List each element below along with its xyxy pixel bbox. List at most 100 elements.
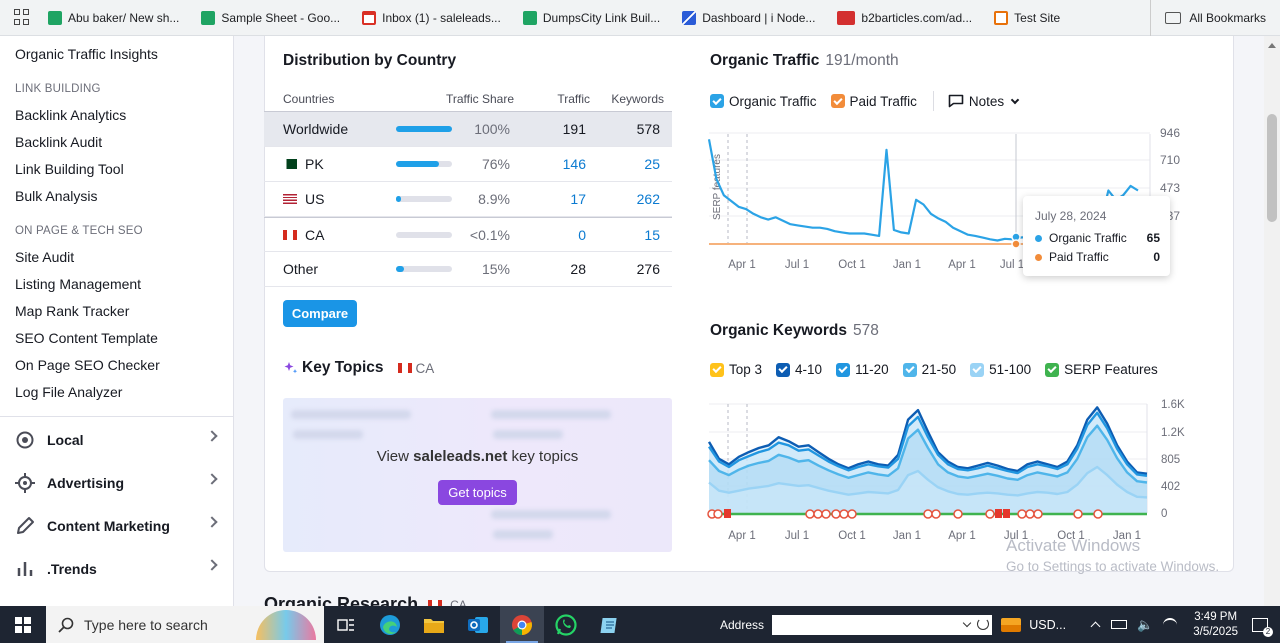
legend-item[interactable]: 51-100	[970, 362, 1031, 377]
ticker-label[interactable]: USD...	[1029, 617, 1067, 632]
compare-button[interactable]: Compare	[283, 300, 357, 327]
task-view-icon[interactable]	[324, 606, 368, 643]
table-row[interactable]: CA <0.1% 0 15	[264, 217, 672, 252]
traffic-value[interactable]: 146	[562, 156, 586, 172]
x-tick-label: Oct 1	[838, 259, 865, 271]
sidebar-item-backlink-audit[interactable]: Backlink Audit	[15, 134, 103, 150]
chevron-right-icon	[206, 473, 218, 485]
legend-organic-traffic[interactable]: Organic Traffic	[710, 94, 817, 109]
all-bookmarks[interactable]: All Bookmarks	[1150, 0, 1266, 36]
serp-g-marker	[1025, 509, 1035, 519]
traffic-tooltip: July 28, 2024 Organic Traffic 65 Paid Tra…	[1023, 196, 1170, 276]
organic-keywords-value: 578	[852, 322, 879, 339]
sidebar-item-organic-traffic-insights[interactable]: Organic Traffic Insights	[15, 46, 158, 62]
notifications-icon[interactable]: 2	[1252, 617, 1273, 637]
bookmark-item[interactable]: Abu baker/ New sh...	[48, 10, 179, 25]
header-traffic-share: Traffic Share	[445, 92, 514, 106]
legend-item[interactable]: 4-10	[776, 362, 822, 377]
clock[interactable]: 3:49 PM 3/5/2025	[1193, 610, 1238, 640]
legend-item[interactable]: 11-20	[836, 362, 889, 377]
page-scrollbar[interactable]	[1264, 36, 1280, 606]
table-row[interactable]: PK 76% 146 25	[264, 147, 672, 182]
keywords-value: 276	[636, 261, 660, 277]
get-topics-button[interactable]: Get topics	[438, 480, 517, 505]
battery-icon[interactable]	[1111, 620, 1128, 629]
sidebar-category-content-marketing[interactable]: Content Marketing	[14, 514, 224, 538]
traffic-value: 191	[562, 121, 586, 137]
sidebar-category-label: .Trends	[47, 561, 97, 577]
bookmark-item[interactable]: b2barticles.com/ad...	[837, 10, 972, 25]
bookmarks-bar: Abu baker/ New sh... Sample Sheet - Goo.…	[0, 0, 1280, 36]
keywords-value[interactable]: 15	[644, 226, 660, 243]
country-name: PK	[264, 156, 384, 172]
serp-g-marker	[1093, 509, 1103, 519]
sidebar-item-bulk-analysis[interactable]: Bulk Analysis	[15, 188, 98, 204]
serp-g-marker	[821, 509, 831, 519]
apps-grid-icon[interactable]	[14, 8, 32, 27]
refresh-icon[interactable]	[977, 617, 990, 630]
sidebar-item-listing-management[interactable]: Listing Management	[15, 276, 142, 292]
x-tick-label: Jan 1	[893, 259, 921, 271]
file-explorer-icon[interactable]	[412, 606, 456, 643]
tooltip-row-paid: Paid Traffic 0	[1035, 250, 1160, 264]
table-row[interactable]: Other 15% 28 276	[264, 252, 672, 287]
y-tick-label: 0	[1161, 508, 1167, 520]
bookmark-item[interactable]: Sample Sheet - Goo...	[201, 10, 340, 25]
scroll-thumb[interactable]	[1267, 114, 1277, 222]
table-row[interactable]: Worldwide 100% 191 578	[264, 112, 672, 147]
edge-icon[interactable]	[368, 606, 412, 643]
sidebar-divider	[0, 416, 233, 417]
volume-icon[interactable]: 🔈	[1137, 616, 1154, 632]
sidebar-item-on-page-seo-checker[interactable]: On Page SEO Checker	[15, 357, 160, 373]
search-highlight-icon	[256, 610, 316, 640]
key-topics-panel: View saleleads.net key topics Get topics	[283, 398, 672, 552]
legend-item[interactable]: 21-50	[902, 362, 956, 377]
traffic-value[interactable]: 17	[570, 191, 586, 207]
sidebar-category-advertising[interactable]: Advertising	[14, 471, 224, 495]
traffic-share: 76%	[481, 156, 510, 172]
start-button[interactable]	[0, 606, 46, 643]
legend-item[interactable]: SERP Features	[1045, 362, 1158, 377]
whatsapp-icon[interactable]	[544, 606, 588, 643]
wifi-icon[interactable]	[1163, 617, 1178, 632]
bookmark-item[interactable]: Inbox (1) - saleleads...	[362, 10, 501, 25]
y-tick-label: 946	[1160, 126, 1180, 140]
chevron-up-icon[interactable]	[1090, 621, 1101, 632]
legend-paid-traffic[interactable]: Paid Traffic	[830, 93, 917, 109]
notepad-icon[interactable]	[588, 606, 632, 643]
key-topics-title: Key Topics	[302, 359, 384, 376]
chrome-icon[interactable]	[500, 606, 544, 643]
legend-item[interactable]: Top 3	[710, 362, 762, 377]
sidebar-category-trends[interactable]: .Trends	[14, 557, 224, 581]
comment-icon	[948, 94, 964, 108]
sidebar-item-site-audit[interactable]: Site Audit	[15, 249, 75, 265]
sidebar-item-log-file-analyzer[interactable]: Log File Analyzer	[15, 384, 123, 400]
sidebar-item-seo-content-template[interactable]: SEO Content Template	[15, 330, 158, 346]
address-input[interactable]	[772, 614, 993, 635]
sidebar-heading-link-building: LINK BUILDING	[15, 83, 101, 95]
organic-traffic-legend: Organic Traffic Paid Traffic Notes	[710, 91, 1032, 111]
traffic-value[interactable]: 0	[578, 226, 586, 243]
bookmark-item[interactable]: DumpsCity Link Buil...	[522, 10, 660, 25]
table-row[interactable]: US 8.9% 17 262	[264, 182, 672, 217]
bookmark-item[interactable]: Dashboard | i Node...	[682, 10, 815, 25]
sidebar-item-map-rank-tracker[interactable]: Map Rank Tracker	[15, 303, 130, 319]
x-tick-label: Oct 1	[1057, 530, 1084, 542]
sidebar-item-link-building-tool[interactable]: Link Building Tool	[15, 161, 124, 177]
keywords-value[interactable]: 25	[644, 156, 660, 172]
y-tick-label: 473	[1160, 181, 1180, 195]
share-bar	[396, 126, 452, 132]
x-tick-label: Apr 1	[948, 530, 976, 542]
notes-dropdown[interactable]: Notes	[948, 94, 1020, 109]
organic-keywords-chart[interactable]: 1.6K 1.2K 805 402 0 Apr 1 Jul 1 Oct 1 Jan 1 Apr 1…	[700, 394, 1220, 544]
scroll-up-icon[interactable]	[1268, 43, 1276, 48]
legend-label: SERP Features	[1064, 362, 1158, 377]
bookmark-item[interactable]: Test Site	[994, 10, 1060, 25]
outlook-icon[interactable]	[456, 606, 500, 643]
legend-label: Paid Traffic	[849, 93, 917, 109]
sidebar-item-backlink-analytics[interactable]: Backlink Analytics	[15, 107, 127, 123]
taskbar-search[interactable]: Type here to search	[46, 606, 324, 643]
sidebar-category-local[interactable]: Local	[14, 428, 224, 452]
keywords-value[interactable]: 262	[636, 191, 660, 207]
header-keywords: Keywords	[611, 92, 664, 106]
